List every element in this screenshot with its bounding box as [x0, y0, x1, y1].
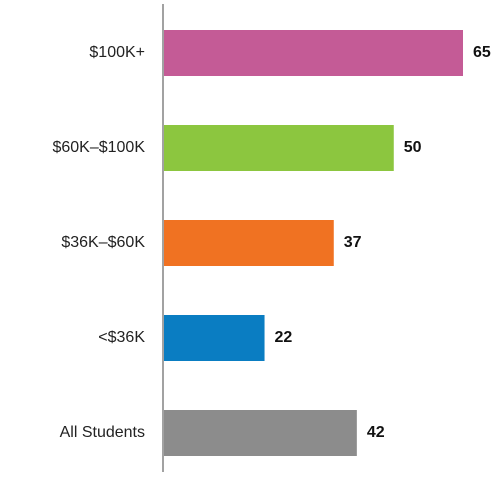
bar	[164, 410, 357, 456]
bar	[164, 220, 334, 266]
category-label: <$36K	[98, 329, 145, 346]
value-label: 65	[473, 44, 491, 61]
category-label: All Students	[60, 424, 145, 441]
bar	[164, 125, 394, 171]
bar	[164, 30, 463, 76]
category-label: $60K–$100K	[52, 139, 145, 156]
category-label: $100K+	[89, 44, 145, 61]
value-label: 22	[275, 329, 293, 346]
category-label: $36K–$60K	[61, 234, 145, 251]
value-label: 42	[367, 424, 385, 441]
value-label: 50	[404, 139, 422, 156]
bar	[164, 315, 265, 361]
value-label: 37	[344, 234, 362, 251]
